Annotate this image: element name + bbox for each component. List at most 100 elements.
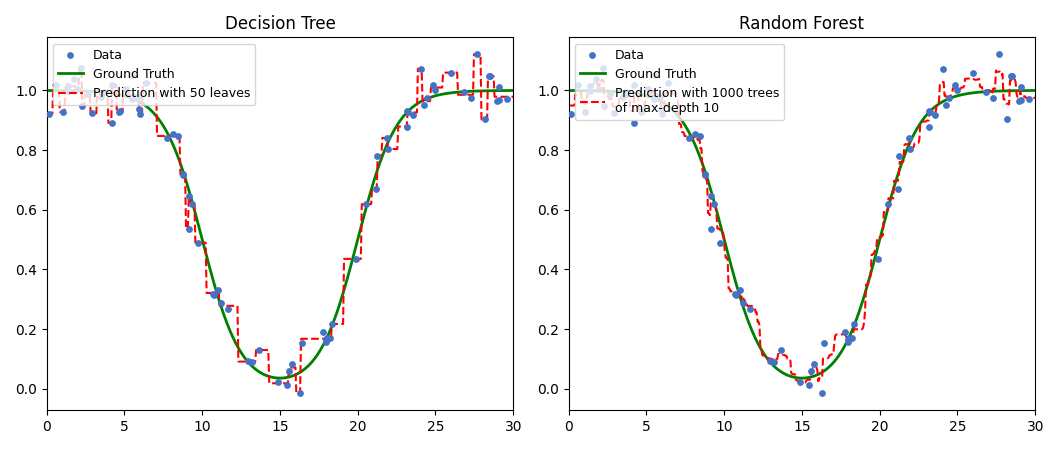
Data	[239, 357, 256, 365]
Data	[965, 69, 982, 76]
Ground Truth	[319, 338, 331, 343]
Data	[468, 51, 485, 58]
Ground Truth	[274, 375, 287, 381]
Data	[576, 108, 593, 115]
Data	[455, 88, 472, 96]
Data	[1004, 73, 1021, 80]
Data	[633, 107, 650, 114]
Data	[606, 110, 623, 117]
Data	[646, 71, 663, 79]
Data	[920, 123, 937, 130]
Ground Truth	[40, 88, 53, 93]
Data	[646, 92, 663, 100]
Ground Truth	[787, 374, 800, 380]
Data	[204, 291, 221, 298]
Data	[499, 95, 516, 102]
Prediction with 50 leaves	[424, 98, 436, 104]
Data	[358, 201, 375, 208]
Data	[805, 361, 822, 368]
Prediction with 1000 trees
of max-depth 10	[562, 103, 575, 108]
Data	[940, 94, 957, 101]
Data	[315, 328, 331, 335]
Data	[131, 110, 148, 118]
Data	[1012, 83, 1029, 90]
Data	[251, 346, 268, 353]
Prediction with 50 leaves	[290, 391, 303, 396]
Data	[418, 94, 435, 101]
Data	[413, 65, 430, 72]
Line: Prediction with 1000 trees
of max-depth 10: Prediction with 1000 trees of max-depth …	[569, 70, 1036, 383]
Data	[95, 88, 112, 96]
Data	[839, 336, 856, 343]
Data	[293, 339, 310, 347]
Data	[482, 73, 499, 80]
Line: Prediction with 50 leaves: Prediction with 50 leaves	[47, 54, 514, 393]
Prediction with 1000 trees
of max-depth 10	[989, 68, 1002, 73]
Data	[595, 64, 612, 71]
Line: Ground Truth: Ground Truth	[569, 91, 1036, 378]
Prediction with 50 leaves	[319, 336, 331, 342]
Data	[180, 192, 197, 199]
Data	[79, 91, 96, 98]
Prediction with 50 leaves	[293, 391, 306, 396]
Data	[705, 201, 722, 208]
Data	[1021, 95, 1038, 102]
Data	[879, 201, 896, 208]
Data	[205, 291, 222, 299]
Data	[990, 51, 1007, 58]
Data	[283, 361, 300, 368]
Data	[977, 88, 994, 96]
Data	[726, 291, 743, 298]
Data	[477, 116, 493, 123]
Data	[617, 88, 634, 96]
Data	[169, 132, 186, 139]
Data	[681, 135, 698, 142]
Data	[869, 255, 886, 263]
Prediction with 50 leaves	[262, 347, 274, 352]
Data	[279, 381, 295, 388]
Ground Truth	[1019, 88, 1031, 93]
Ground Truth	[507, 88, 520, 93]
Data	[400, 109, 417, 116]
Data	[213, 299, 230, 306]
Data	[702, 192, 719, 199]
Data	[319, 335, 336, 342]
Data	[702, 225, 719, 232]
Data	[427, 87, 444, 94]
Ground Truth	[796, 375, 809, 381]
Data	[415, 101, 432, 109]
Data	[846, 321, 863, 328]
Data	[324, 321, 341, 328]
Data	[60, 82, 77, 89]
Data	[463, 94, 480, 101]
Data	[398, 107, 415, 114]
Title: Random Forest: Random Forest	[739, 15, 864, 33]
Data	[653, 106, 670, 113]
Data	[588, 75, 605, 82]
Data	[731, 287, 748, 294]
Data	[489, 97, 506, 105]
Data	[591, 86, 608, 93]
Data	[41, 110, 58, 117]
Ground Truth	[262, 374, 274, 379]
Prediction with 50 leaves	[40, 111, 53, 116]
Data	[570, 82, 587, 89]
Data	[660, 79, 677, 87]
Data	[562, 110, 579, 117]
Ground Truth	[1029, 88, 1042, 93]
Data	[626, 81, 643, 88]
Data	[405, 111, 421, 118]
Ground Truth	[497, 88, 509, 93]
Data	[692, 132, 708, 139]
Data	[766, 359, 783, 366]
Data	[840, 339, 857, 346]
Data	[791, 378, 808, 385]
Data	[269, 378, 286, 385]
Data	[369, 152, 385, 159]
Data	[165, 131, 182, 138]
Data	[595, 102, 612, 110]
Data	[902, 145, 919, 153]
Data	[741, 305, 758, 313]
Data	[773, 346, 790, 353]
Data	[369, 185, 385, 192]
